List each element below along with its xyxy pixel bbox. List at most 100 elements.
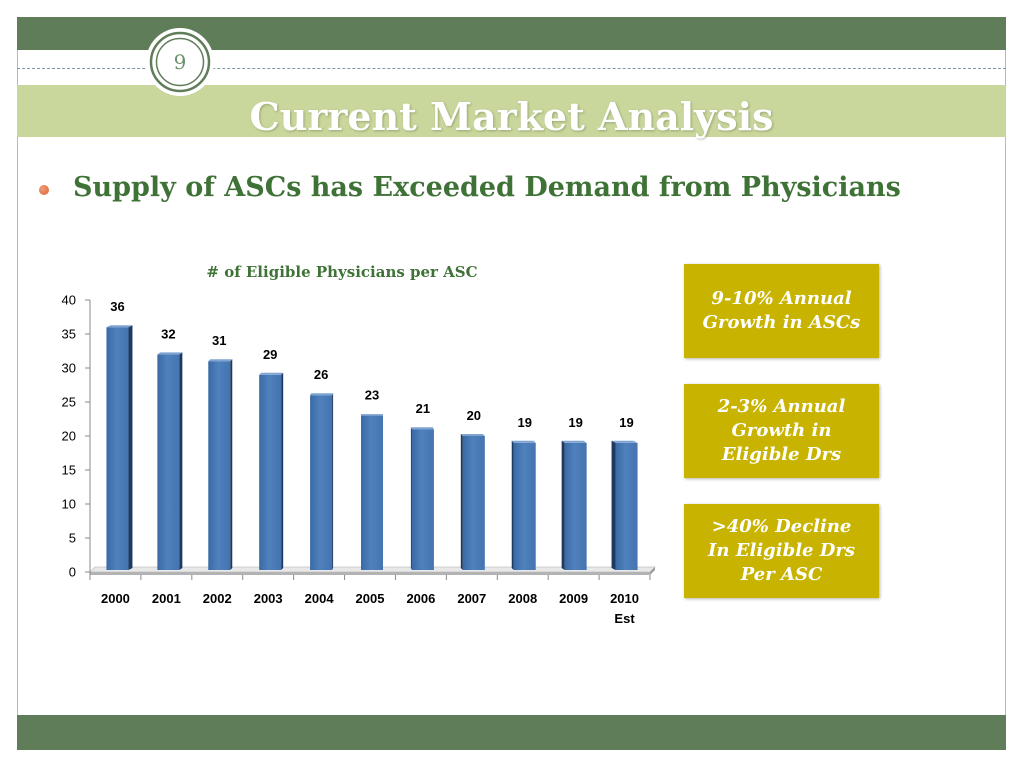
bullet-text: Supply of ASCs has Exceeded Demand from … xyxy=(73,172,901,203)
bar-top xyxy=(511,440,536,443)
bar-front xyxy=(564,442,587,570)
data-label-2010: 19 xyxy=(619,415,633,430)
callout-box-asc-growth: 9-10% Annual Growth in ASCs xyxy=(684,264,879,358)
footer-band xyxy=(17,715,1006,750)
bar-top xyxy=(259,372,284,375)
y-tick-label-15: 15 xyxy=(62,463,76,478)
y-tick-label-40: 40 xyxy=(62,293,76,308)
slide-frame xyxy=(17,17,1006,748)
bar-top xyxy=(361,414,383,416)
y-tick-label-10: 10 xyxy=(62,497,76,512)
callout-line: Growth in ASCs xyxy=(702,312,861,333)
y-tick-label-20: 20 xyxy=(62,429,76,444)
x-axis: 2000 2001 2002 2003 2004 2005 2006 2007 2008 2009… xyxy=(89,575,651,626)
x-tick-label-2007: 2007 xyxy=(457,591,486,606)
y-tick-label-35: 35 xyxy=(62,327,76,342)
bar-2003 xyxy=(259,372,284,570)
data-label-2006: 21 xyxy=(416,401,430,416)
bar-side xyxy=(410,427,412,570)
data-label-2007: 20 xyxy=(467,408,481,423)
bar-top xyxy=(561,440,587,443)
bar-side xyxy=(332,393,334,570)
page-number-badge: 9 xyxy=(146,28,214,96)
bar-front xyxy=(411,429,434,570)
y-axis: 0 5 10 15 20 25 30 35 40 xyxy=(62,293,91,580)
badge-inner-ring xyxy=(155,37,205,87)
bar-top xyxy=(611,440,638,443)
callout-line: 9-10% Annual xyxy=(711,288,852,309)
bar-2009 xyxy=(561,440,587,570)
bar-front xyxy=(259,374,282,570)
x-tick-label-2002: 2002 xyxy=(203,591,232,606)
data-label-2002: 31 xyxy=(212,333,226,348)
data-label-2003: 29 xyxy=(263,347,277,362)
bar-side xyxy=(561,440,565,570)
bar-side xyxy=(179,352,183,570)
bar-top xyxy=(410,427,434,430)
y-tick-label-25: 25 xyxy=(62,395,76,410)
y-tick-label-30: 30 xyxy=(62,361,76,376)
x-tick-label-2001: 2001 xyxy=(152,591,181,606)
data-label-2004: 26 xyxy=(314,367,328,382)
bar-2008 xyxy=(511,440,536,570)
data-label-2001: 32 xyxy=(161,326,175,341)
data-label-2008: 19 xyxy=(517,415,531,430)
x-tick-label-2008: 2008 xyxy=(508,591,537,606)
bar-2004 xyxy=(310,393,334,570)
x-tick-label-2000: 2000 xyxy=(101,591,130,606)
x-tick-label-2005: 2005 xyxy=(356,591,385,606)
y-tick-label-0: 0 xyxy=(69,565,76,580)
callout-line: Per ASC xyxy=(740,564,823,585)
x-tick-label-2010: 2010 xyxy=(610,591,639,606)
bar-series xyxy=(106,325,638,570)
callout-line: 2-3% Annual xyxy=(717,396,846,417)
bar-front xyxy=(310,395,333,570)
bar-front xyxy=(157,354,180,570)
bar-2001 xyxy=(157,352,183,570)
x-tick-label-2004: 2004 xyxy=(305,591,335,606)
slide-title: Current Market Analysis xyxy=(249,94,774,139)
bar-top xyxy=(106,325,133,328)
callout-box-drs-growth: 2-3% Annual Growth in Eligible Drs xyxy=(684,384,879,478)
callout-line: >40% Decline xyxy=(711,516,852,537)
dashed-divider xyxy=(17,68,1006,69)
data-label-2009: 19 xyxy=(568,415,582,430)
bar-front xyxy=(513,442,536,570)
bar-top xyxy=(460,434,485,436)
bar-front xyxy=(106,327,129,570)
bar-2010 xyxy=(611,440,638,570)
bar-2005 xyxy=(361,414,383,570)
bar-front xyxy=(615,442,638,570)
bar-side xyxy=(230,359,233,570)
bar-chart: 0 5 10 15 20 25 30 35 40 2000 2001 2002 2003 2004 2005… xyxy=(62,293,656,626)
bar-side xyxy=(460,434,463,570)
x-tick-sublabel-2010: Est xyxy=(614,611,635,626)
y-tick-label-5: 5 xyxy=(69,531,76,546)
bar-side xyxy=(611,440,616,570)
floor-side xyxy=(650,567,655,575)
bar-top xyxy=(310,393,334,396)
x-tick-label-2006: 2006 xyxy=(406,591,435,606)
bar-front xyxy=(462,436,485,570)
bar-2000 xyxy=(106,325,133,570)
bar-front xyxy=(208,361,231,570)
bar-2007 xyxy=(460,434,485,570)
bullet-dot-icon xyxy=(39,185,49,195)
data-label-2005: 23 xyxy=(365,388,379,403)
x-tick-label-2003: 2003 xyxy=(254,591,283,606)
callout-line: Growth in xyxy=(731,420,832,441)
callout-box-decline: >40% Decline In Eligible Drs Per ASC xyxy=(684,504,879,598)
page-number: 9 xyxy=(174,50,187,74)
data-label-2000: 36 xyxy=(110,299,124,314)
x-tick-label-2009: 2009 xyxy=(559,591,588,606)
callout-line: Eligible Drs xyxy=(721,444,842,465)
bar-top xyxy=(157,352,183,355)
callout-line: In Eligible Drs xyxy=(708,540,855,561)
bar-side xyxy=(281,372,284,570)
bar-2002 xyxy=(208,359,233,570)
chart-title: # of Eligible Physicians per ASC xyxy=(206,263,478,281)
badge-outer-ring xyxy=(149,31,211,93)
bar-2006 xyxy=(410,427,434,570)
bar-side xyxy=(128,325,133,570)
data-labels: 36 32 31 29 26 23 21 20 19 19 19 xyxy=(110,299,634,430)
